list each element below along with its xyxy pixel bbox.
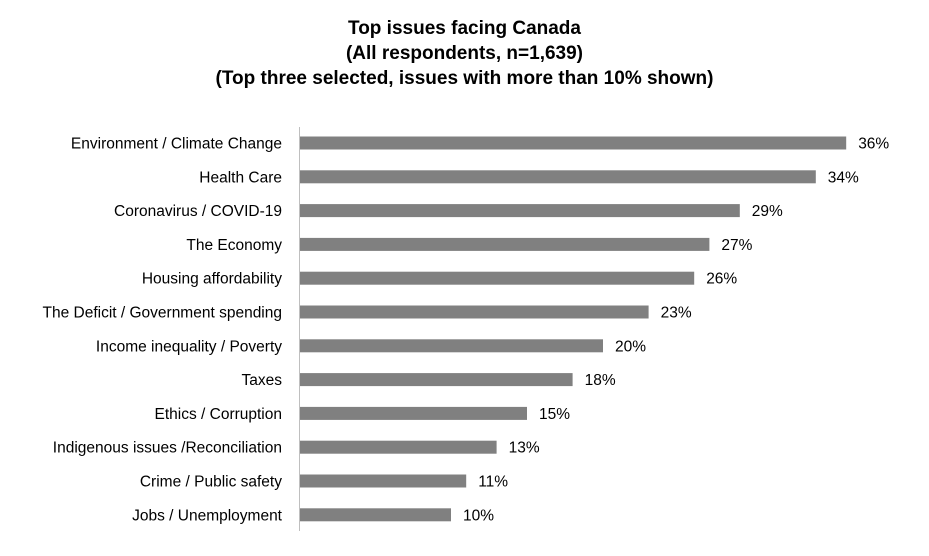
bar: [299, 440, 497, 454]
chart-title-line-1: Top issues facing Canada: [348, 18, 581, 39]
category-label: Indigenous issues /Reconciliation: [53, 440, 282, 457]
category-label: Income inequality / Poverty: [96, 338, 282, 355]
value-label: 18%: [585, 372, 616, 389]
chart-title: Top issues facing Canada (All respondent…: [0, 16, 929, 91]
bar: [299, 237, 710, 251]
value-label: 34%: [828, 169, 859, 186]
bar: [299, 474, 467, 488]
bar: [299, 406, 527, 420]
value-label: 10%: [463, 507, 494, 524]
category-label: Environment / Climate Change: [71, 136, 282, 153]
category-label: Taxes: [242, 372, 283, 389]
category-label: Crime / Public safety: [140, 474, 282, 491]
value-label: 13%: [509, 440, 540, 457]
bar: [299, 508, 451, 522]
bar: [299, 271, 695, 285]
category-label: Coronavirus / COVID-19: [114, 203, 282, 220]
value-label: 27%: [721, 237, 752, 254]
value-label: 15%: [539, 406, 570, 423]
chart-title-line-2: (All respondents, n=1,639): [345, 43, 584, 64]
value-label: 29%: [752, 203, 783, 220]
value-label: 11%: [478, 474, 508, 491]
category-label: The Economy: [186, 237, 282, 254]
category-label: Jobs / Unemployment: [132, 507, 283, 524]
category-label: Health Care: [199, 169, 282, 186]
bar: [299, 204, 740, 218]
value-label: 36%: [858, 136, 889, 153]
category-label: The Deficit / Government spending: [42, 305, 282, 322]
bar: [299, 136, 847, 150]
bar: [299, 339, 603, 353]
value-label: 23%: [661, 305, 692, 322]
chart-title-line-3: (Top three selected, issues with more th…: [215, 68, 714, 89]
category-label: Housing affordability: [142, 271, 282, 288]
bar: [299, 373, 573, 387]
value-label: 26%: [706, 271, 737, 288]
value-label: 20%: [615, 338, 646, 355]
category-label: Ethics / Corruption: [155, 406, 283, 423]
bar: [299, 170, 816, 184]
bar: [299, 305, 649, 319]
